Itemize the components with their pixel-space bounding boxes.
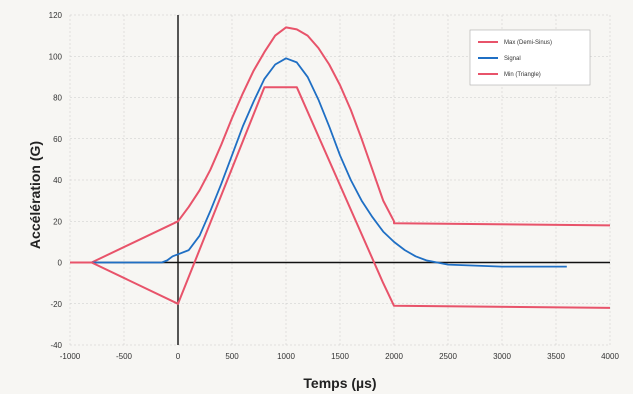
series-line-max <box>70 26 611 264</box>
y-tick-label: 60 <box>53 135 62 144</box>
x-tick-label: 0 <box>176 352 181 361</box>
x-tick-label: 1000 <box>277 352 295 361</box>
y-tick-label: -20 <box>50 300 62 309</box>
y-tick-label: 40 <box>53 176 62 185</box>
x-tick-label: 1500 <box>331 352 349 361</box>
x-tick-label: 4000 <box>601 352 619 361</box>
y-tick-label: -40 <box>50 341 62 350</box>
series-line-min <box>70 86 611 309</box>
x-axis-title: Temps (µs) <box>303 375 376 391</box>
legend: Max (Demi-Sinus) Signal Min (Triangle) <box>469 29 591 86</box>
y-tick-labels: 120 100 80 60 40 20 0 -20 -40 <box>49 11 63 350</box>
legend-label-signal: Signal <box>504 56 521 62</box>
x-tick-label: 3000 <box>493 352 511 361</box>
x-tick-label: 3500 <box>547 352 565 361</box>
y-axis-title: Accélération (G) <box>27 141 43 249</box>
legend-label-min: Min (Triangle) <box>504 72 541 78</box>
y-tick-label: 80 <box>53 94 62 103</box>
y-tick-label: 0 <box>58 259 63 268</box>
y-tick-label: 100 <box>49 52 63 61</box>
y-tick-label: 120 <box>49 11 63 20</box>
x-tick-label: 2500 <box>439 352 457 361</box>
y-tick-label: 20 <box>53 217 62 226</box>
x-tick-label: 500 <box>225 352 239 361</box>
legend-label-max: Max (Demi-Sinus) <box>504 40 552 46</box>
series-line-signal <box>70 57 567 268</box>
series-lines <box>70 26 611 309</box>
x-tick-label: -1000 <box>60 352 81 361</box>
x-tick-label: 2000 <box>385 352 403 361</box>
x-tick-label: -500 <box>116 352 133 361</box>
x-tick-labels: -1000 -500 0 500 1000 1500 2000 2500 3000 3500 400… <box>60 352 620 361</box>
